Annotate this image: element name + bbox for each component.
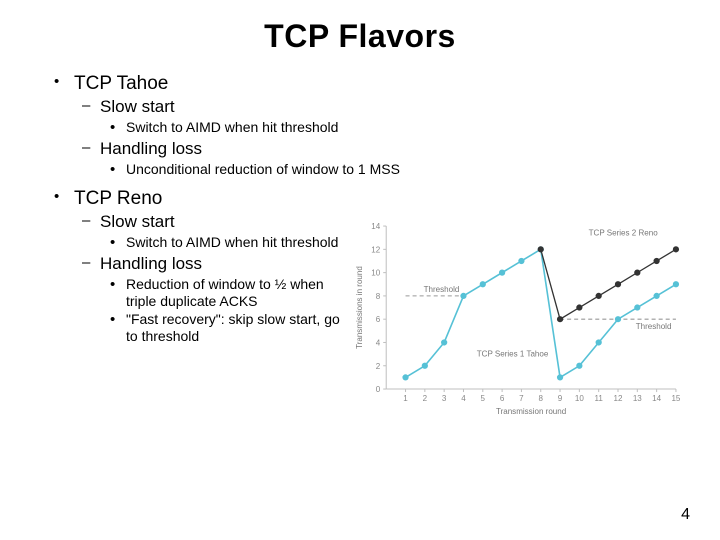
svg-text:11: 11 (595, 394, 604, 403)
slide: TCP Flavors • TCP Tahoe – Slow start (0, 0, 720, 540)
bullet-icon: • (110, 276, 126, 311)
svg-text:Transmissions in round: Transmissions in round (355, 266, 364, 349)
svg-text:12: 12 (614, 394, 623, 403)
sub-label: Handling loss (100, 139, 202, 159)
svg-text:4: 4 (461, 394, 466, 403)
svg-text:10: 10 (575, 394, 584, 403)
svg-text:6: 6 (376, 315, 381, 324)
section-label: TCP Tahoe (74, 73, 168, 95)
svg-text:6: 6 (500, 394, 505, 403)
svg-text:15: 15 (671, 394, 680, 403)
bullet-icon: • (110, 234, 126, 252)
svg-text:0: 0 (376, 385, 381, 394)
point-text: Switch to AIMD when hit threshold (126, 119, 338, 137)
tcp-chart: 02468101214123456789101112131415Transmis… (352, 216, 684, 417)
svg-text:5: 5 (481, 394, 486, 403)
svg-text:Threshold: Threshold (636, 322, 672, 331)
dash-icon: – (82, 139, 100, 159)
dash-icon: – (82, 212, 100, 232)
svg-text:TCP Series 1 Tahoe: TCP Series 1 Tahoe (477, 350, 549, 359)
point-text: "Fast recovery": skip slow start, go to … (126, 311, 344, 346)
svg-text:2: 2 (423, 394, 428, 403)
svg-text:8: 8 (376, 292, 381, 301)
svg-text:2: 2 (376, 362, 381, 371)
svg-text:13: 13 (633, 394, 642, 403)
svg-text:4: 4 (376, 338, 381, 347)
section-tahoe: • TCP Tahoe – Slow start • Switch to AIM… (36, 73, 684, 178)
svg-text:3: 3 (442, 394, 447, 403)
bullet-icon: • (54, 188, 74, 210)
svg-text:14: 14 (652, 394, 661, 403)
svg-text:Transmission round: Transmission round (496, 407, 566, 416)
bullet-icon: • (110, 119, 126, 137)
svg-text:1: 1 (403, 394, 408, 403)
chart-svg: 02468101214123456789101112131415Transmis… (352, 216, 684, 417)
point-text: Reduction of window to ½ when triple dup… (126, 276, 344, 311)
svg-text:12: 12 (371, 245, 380, 254)
bullet-icon: • (54, 73, 74, 95)
sub-label: Handling loss (100, 254, 202, 274)
section-label: TCP Reno (74, 188, 162, 210)
dash-icon: – (82, 254, 100, 274)
svg-text:Threshold: Threshold (424, 285, 460, 294)
page-number: 4 (681, 506, 690, 524)
svg-text:9: 9 (558, 394, 563, 403)
point-text: Switch to AIMD when hit threshold (126, 234, 338, 252)
dash-icon: – (82, 97, 100, 117)
svg-text:8: 8 (539, 394, 544, 403)
bullet-icon: • (110, 161, 126, 179)
sub-label: Slow start (100, 97, 175, 117)
svg-text:10: 10 (371, 269, 380, 278)
svg-text:TCP Series 2 Reno: TCP Series 2 Reno (589, 229, 659, 238)
svg-text:7: 7 (519, 394, 524, 403)
sub-label: Slow start (100, 212, 175, 232)
point-text: Unconditional reduction of window to 1 M… (126, 161, 400, 179)
svg-text:14: 14 (371, 222, 380, 231)
slide-title: TCP Flavors (36, 18, 684, 55)
section-reno: • TCP Reno – Slow start (36, 188, 684, 417)
bullet-icon: • (110, 311, 126, 346)
content: • TCP Tahoe – Slow start • Switch to AIM… (36, 73, 684, 417)
